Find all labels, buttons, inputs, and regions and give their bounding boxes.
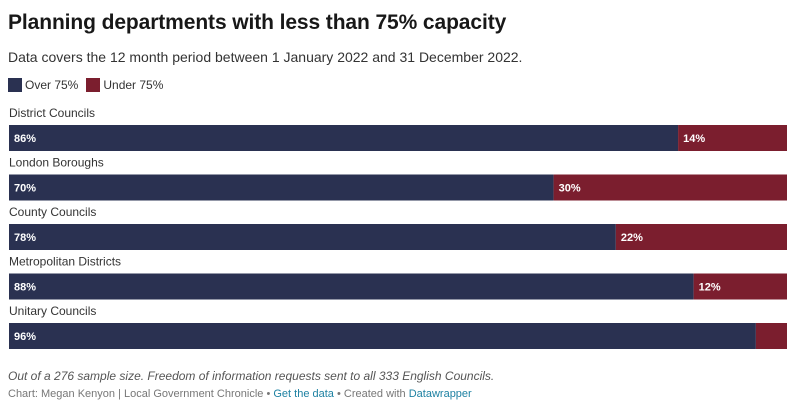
category-label: London Boroughs [9,156,104,170]
legend-item-over-75: Over 75% [8,78,78,92]
get-the-data-link[interactable]: Get the data [273,388,334,400]
bar-segment [755,323,787,349]
category-label: Unitary Councils [9,304,96,318]
data-label: 88% [14,282,36,294]
legend-swatch-under-75 [86,78,101,92]
stacked-bar-chart: District Councils 86% 14% London Boroughs 70… [9,106,787,349]
data-label: 22% [621,232,643,244]
data-label: 70% [14,183,36,195]
legend-swatch-over-75 [8,78,22,92]
data-label: 96% [14,331,36,343]
bar-segment [678,125,787,151]
data-label: 12% [699,282,721,294]
category-label: District Councils [9,106,95,120]
legend-label-over-75: Over 75% [25,78,79,92]
category-label: Metropolitan Districts [9,255,121,269]
data-label: 30% [559,183,581,195]
bar-segment [9,323,756,349]
chart-footer: Chart: Megan Kenyon | Local Government C… [8,388,472,400]
data-label: 78% [14,232,36,244]
footer-separator: • [266,388,271,400]
bar-segment [615,224,787,250]
bar-segment [9,174,554,201]
footer-credit: Chart: Megan Kenyon | Local Government C… [8,388,264,400]
data-label: 86% [14,133,36,145]
legend-label-under-75: Under 75% [103,78,164,92]
data-label: 14% [683,133,705,145]
bar-segment [9,125,679,151]
datawrapper-link[interactable]: Datawrapper [408,388,472,400]
legend-item-under-75: Under 75% [86,78,163,92]
chart-subtitle: Data covers the 12 month period between … [8,49,523,65]
footer-created-with: Created with [343,388,406,400]
bar-segment [693,273,787,300]
bar-segment [553,174,787,201]
footer-separator: • [336,388,341,400]
category-label: County Councils [9,205,96,219]
legend: Over 75% Under 75% [8,78,171,92]
bar-segment [9,273,694,300]
chart-notes: Out of a 276 sample size. Freedom of inf… [8,369,495,383]
chart-title: Planning departments with less than 75% … [8,11,507,34]
bar-segment [9,224,616,250]
